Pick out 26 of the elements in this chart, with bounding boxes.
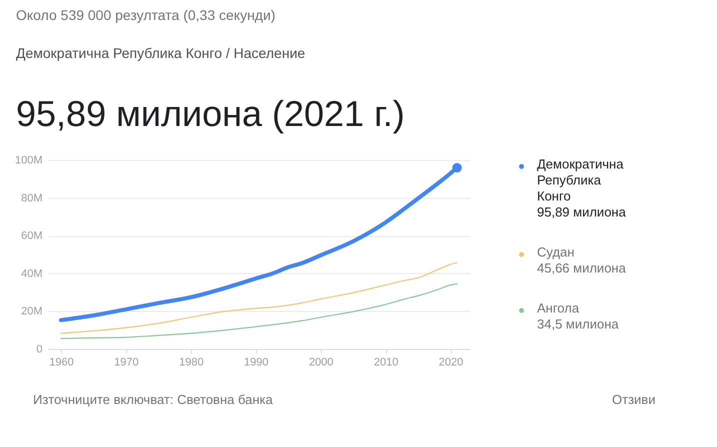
text: 45,66 милиона — [537, 260, 627, 276]
text: 95,89 милиона — [537, 204, 627, 220]
line-series — [60, 262, 458, 334]
x-tick-label: 2000 — [308, 356, 334, 368]
y-tick-label: 0 — [36, 344, 42, 356]
x-tick-label: 1990 — [244, 356, 268, 368]
legend-label: Ангола — [537, 300, 580, 316]
y-tick-label: 40M — [21, 268, 42, 280]
x-tick-label: 1970 — [114, 356, 139, 368]
legend-label: Судан — [537, 244, 574, 260]
chart-title: 95,89 милиона (2021 г.) — [16, 92, 405, 136]
x-tick-label: 1980 — [179, 356, 204, 368]
chart-subtitle: Демократична Република Конго / Население — [16, 45, 306, 62]
y-tick-label: 100M — [14, 154, 42, 166]
x-tick-label: 2020 — [438, 356, 464, 368]
line-series — [60, 283, 458, 340]
legend-label: Демократична Република Конго — [537, 156, 624, 204]
text: Източниците включват: Световна банка — [33, 392, 273, 408]
text: 34,5 милиона — [537, 316, 620, 332]
x-tick-label: 1960 — [49, 356, 74, 368]
y-tick-label: 60M — [21, 230, 42, 242]
y-tick-label: 20M — [21, 306, 42, 318]
text: Отзиви — [612, 392, 656, 408]
x-tick-label: 2010 — [374, 356, 398, 368]
text: Около 539 000 резултата (0,33 секунди) — [16, 7, 276, 24]
y-tick-label: 80M — [21, 192, 42, 204]
